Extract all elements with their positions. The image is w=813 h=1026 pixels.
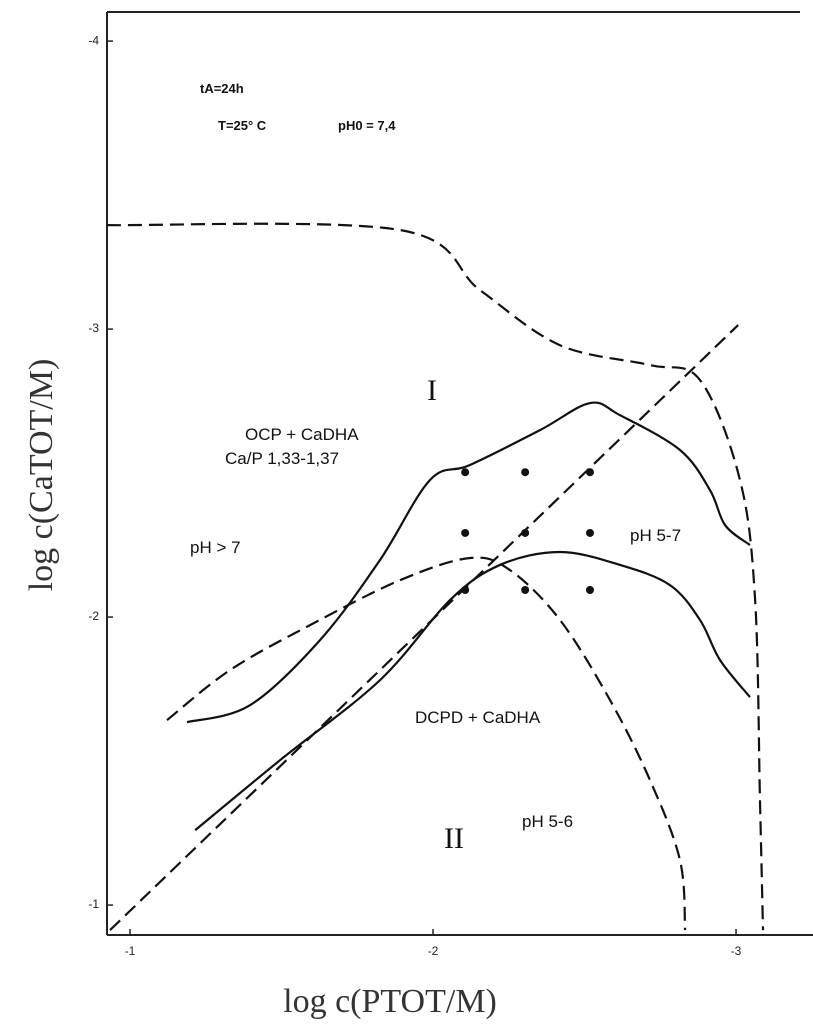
x-axis-title: log c(PTOT/M) xyxy=(283,983,497,1020)
data-point xyxy=(521,528,530,537)
annotation: Ca/P 1,33-1,37 xyxy=(225,449,339,468)
data-point xyxy=(585,468,594,477)
annotation: OCP + CaDHA xyxy=(245,425,359,444)
solid-curve xyxy=(186,401,751,724)
annotation: pH0 = 7,4 xyxy=(338,118,396,133)
annotation: pH > 7 xyxy=(190,538,241,557)
y-tick-label: -1 xyxy=(88,897,99,911)
y-tick-label: -2 xyxy=(88,609,99,623)
annotation: pH 5-7 xyxy=(630,526,681,545)
solid-curve xyxy=(194,550,751,832)
data-point xyxy=(461,585,470,594)
y-axis-title: log c(CaTOT/M) xyxy=(23,359,60,592)
data-point xyxy=(461,468,470,477)
dashed-curve xyxy=(166,556,687,931)
data-point xyxy=(521,585,530,594)
data-point xyxy=(461,528,470,537)
y-tick-label: -3 xyxy=(88,321,99,335)
region-label: I xyxy=(427,374,437,407)
dashed-curve xyxy=(109,324,739,931)
data-point xyxy=(585,585,594,594)
y-tick-label: -4 xyxy=(88,33,99,47)
region-label: II xyxy=(444,822,464,855)
x-tick-label: -1 xyxy=(125,944,136,958)
annotation: DCPD + CaDHA xyxy=(415,708,541,727)
plot-frame xyxy=(106,11,813,936)
annotation: pH 5-6 xyxy=(522,812,573,831)
annotation: T=25° C xyxy=(218,118,267,133)
x-tick-label: -3 xyxy=(731,944,742,958)
dashed-curve xyxy=(106,222,765,931)
data-point xyxy=(585,528,594,537)
data-point xyxy=(521,468,530,477)
annotation: tA=24h xyxy=(200,81,244,96)
x-tick-label: -2 xyxy=(428,944,439,958)
